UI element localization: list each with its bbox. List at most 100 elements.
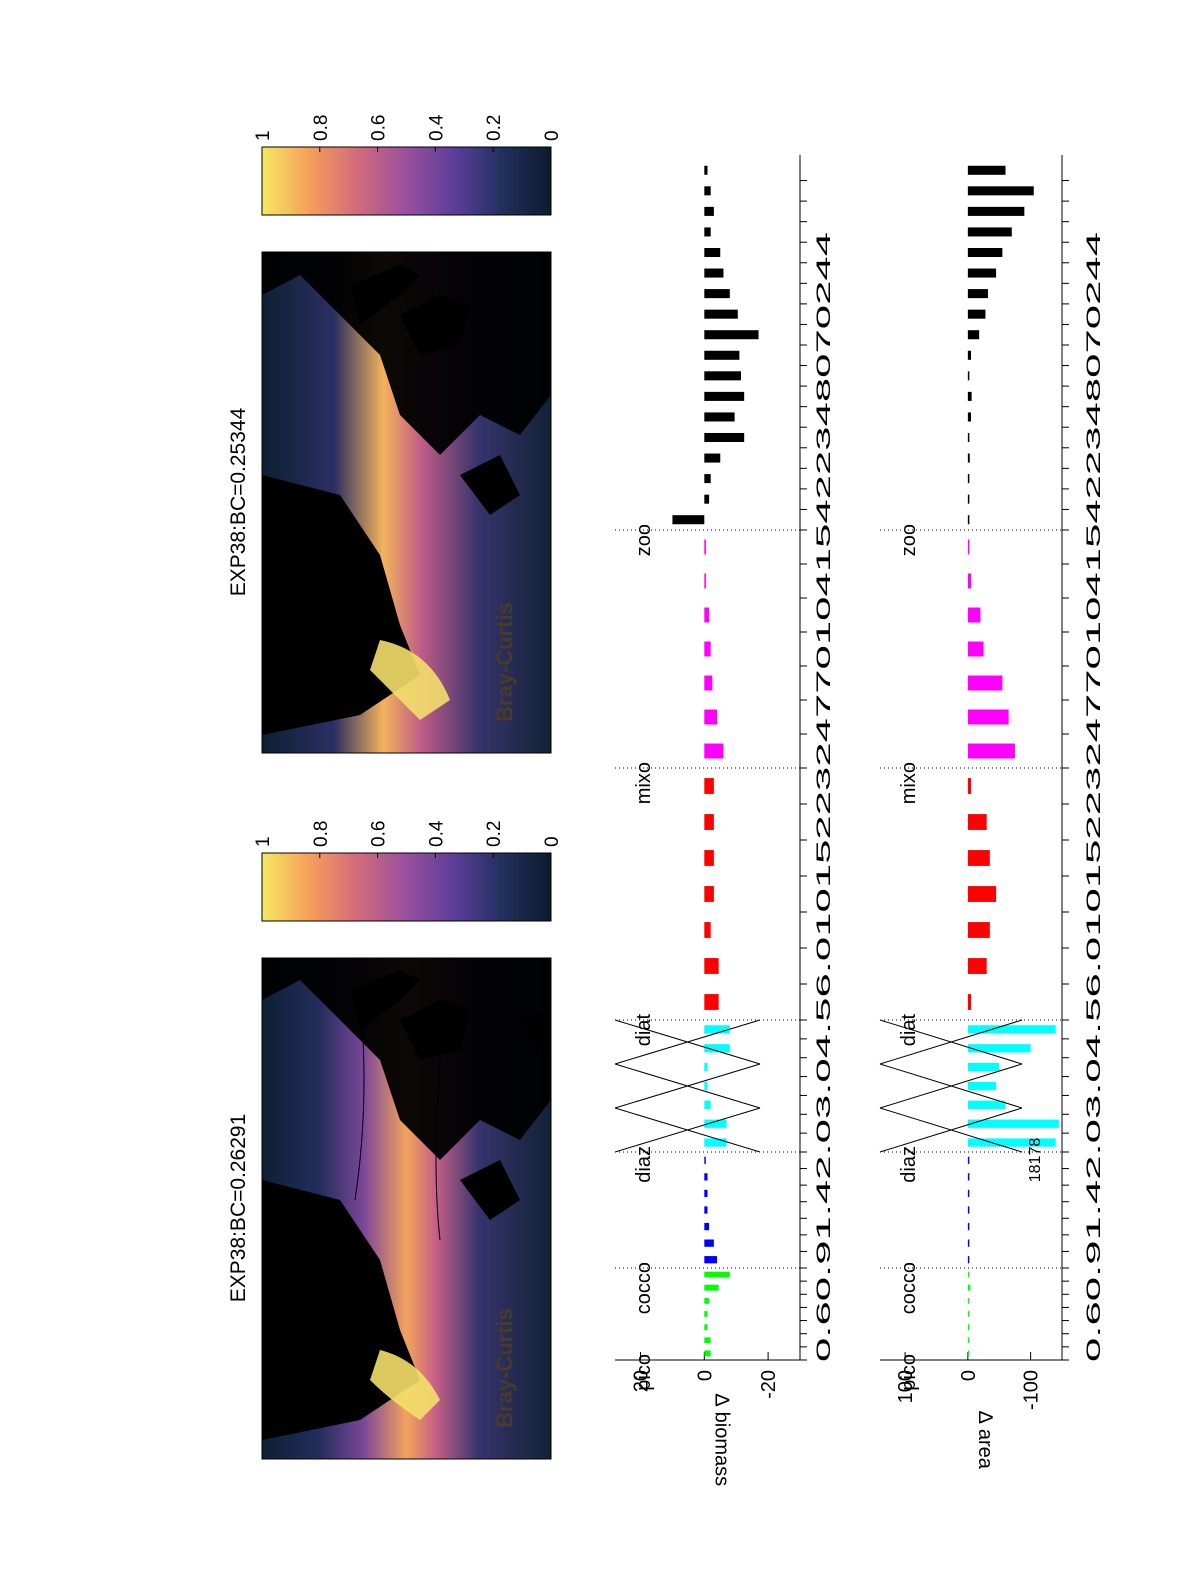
bar-diat (704, 778, 714, 794)
value-tick-label: -20 (758, 1370, 780, 1399)
colorbar-tick-label: 0 (542, 836, 563, 847)
cross-line (879, 1019, 1023, 1065)
bar-zoo (967, 453, 970, 463)
value-tick-label: -100 (1021, 1370, 1043, 1410)
bar-mixo (704, 743, 724, 759)
bar-diaz (704, 1138, 727, 1147)
bar-pico (967, 1337, 970, 1344)
bar-pico (704, 1337, 711, 1344)
group-label: pico (898, 1354, 920, 1391)
bar-diaz (704, 1062, 708, 1072)
bar-diaz (704, 1119, 727, 1128)
diaz-cross-marks (614, 1019, 761, 1153)
bar-zoo (967, 206, 1025, 216)
colorbar-tick-label: 0.6 (369, 115, 390, 141)
bar-zoo (704, 391, 745, 401)
group-label: diaz (898, 1146, 920, 1183)
bar-zoo (704, 494, 710, 504)
bar-zoo (967, 330, 980, 340)
group-label: diat (633, 1014, 655, 1047)
bar-cocco (704, 1256, 718, 1264)
bar-cocco (704, 1239, 714, 1247)
bar-pico (967, 1284, 971, 1291)
group-label: mixo (898, 762, 920, 804)
bar-zoo (704, 206, 714, 216)
bar-diat (967, 994, 971, 1010)
bar-diat (967, 958, 987, 974)
bar-zoo (704, 371, 741, 381)
value-tick-label: 100 (895, 1370, 917, 1403)
bar-mixo (704, 607, 710, 623)
bar-mixo (967, 641, 984, 657)
bar-zoo (704, 453, 721, 463)
colorbar-tick-label: 0.2 (484, 821, 505, 847)
group-label: cocco (898, 1262, 920, 1314)
bar-diaz (704, 1100, 711, 1110)
value-axis-label: ∆ biomass (711, 1394, 733, 1486)
bar-zoo (704, 474, 711, 484)
bar-mixo (704, 641, 711, 657)
bar-pico (967, 1311, 970, 1317)
bar-zoo (672, 515, 705, 525)
bar-zoo (704, 247, 721, 258)
bar-diaz (967, 1044, 1031, 1053)
bar-pico (967, 1324, 970, 1331)
bar-mixo (967, 607, 981, 623)
cross-line (614, 1107, 761, 1153)
bar-pico (704, 1311, 708, 1317)
bar-zoo (967, 309, 986, 319)
bar-zoo (704, 350, 740, 360)
bar-cocco (967, 1222, 970, 1231)
bar-panel-1: 20 0 -20 ∆ biomass pico cocco diaz diat mixo zoo (614, 155, 807, 1486)
colorbar-tick-label: 0.4 (426, 114, 447, 141)
cross-line (614, 1019, 761, 1065)
bar-pico (704, 1297, 710, 1304)
colorbar-tick-label: 1 (253, 836, 274, 847)
map-annotation-2: Bray-Curtis (492, 602, 517, 722)
bar-diat (967, 886, 997, 902)
bar-cocco (704, 1206, 708, 1214)
bar-zoo (967, 289, 988, 299)
bar-mixo (704, 675, 713, 691)
bar-zoo (704, 289, 730, 299)
bar-zoo (967, 186, 1034, 196)
group-label: diaz (633, 1146, 655, 1183)
bar-cocco (967, 1173, 970, 1181)
group-label: zoo (898, 524, 920, 556)
colorbar-tick-label: 0.4 (426, 820, 447, 847)
bar-cocco (704, 1173, 708, 1181)
bar-zoo (967, 350, 971, 360)
bar-zoo (967, 371, 970, 381)
bar-cocco (967, 1256, 970, 1264)
bar-pico (704, 1271, 730, 1278)
bar-cocco (967, 1239, 970, 1247)
bar-zoo (967, 247, 1003, 258)
bar-zoo (967, 165, 1006, 175)
bar-diat (704, 922, 711, 938)
bar-diaz (704, 1044, 730, 1053)
colorbar-tick-label: 0 (542, 130, 563, 141)
group-label: diat (898, 1014, 920, 1047)
bar-diat (967, 778, 971, 794)
bar-cocco (967, 1156, 970, 1164)
bar-pico (704, 1350, 711, 1357)
group-label: zoo (633, 524, 655, 556)
diaz-cross-marks (879, 1019, 1023, 1153)
bar-diat (704, 814, 714, 830)
bar-diaz (704, 1025, 730, 1034)
bar-zoo (967, 494, 970, 504)
bar-zoo (967, 515, 970, 525)
bar-zoo (704, 268, 724, 278)
category-tick-labels-2: 0.60.91.42.03.04.56.01015223247701041542… (1084, 231, 1105, 1362)
map-panel-1 (261, 957, 552, 1460)
bar-cocco (967, 1189, 970, 1198)
bar-cocco (704, 1222, 710, 1231)
bar-zoo (704, 432, 745, 443)
bar-diat (967, 814, 987, 830)
bar-zoo (967, 391, 972, 401)
cross-line (614, 1063, 761, 1109)
bar-diaz (967, 1119, 1059, 1128)
bar-mixo (704, 573, 706, 589)
bar-zoo (704, 186, 711, 196)
